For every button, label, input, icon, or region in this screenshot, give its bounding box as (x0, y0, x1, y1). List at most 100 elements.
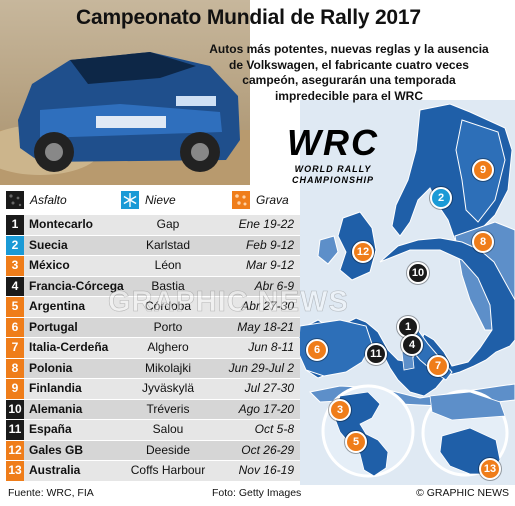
calendar-row: 5 Argentina Córdoba Abr 27-30 (6, 297, 300, 317)
calendar-row: 3 México Léon Mar 9-12 (6, 256, 300, 276)
round-number-badge: 9 (6, 379, 24, 399)
rally-dates: Abr 27-30 (241, 299, 294, 313)
round-number-badge: 6 (6, 317, 24, 337)
rally-dates: Ene 19-22 (238, 217, 294, 231)
rally-city: Bastia (151, 278, 185, 293)
calendar-row: 8 Polonia Mikolajki Jun 29-Jul 2 (6, 358, 300, 378)
rally-city: Deeside (145, 442, 191, 457)
footer: Fuente: WRC, FIA Foto: Getty Images © GR… (0, 482, 515, 506)
rally-city: Jyväskylä (141, 381, 194, 395)
rally-dates: Jun 8-11 (248, 340, 294, 354)
rally-dates: Ago 17-20 (238, 401, 294, 416)
round-number-badge: 2 (6, 235, 24, 255)
map-marker-9: 9 (472, 159, 494, 181)
round-number-badge: 3 (6, 256, 24, 276)
snowflake-icon (121, 191, 139, 209)
rally-city: Alghero (147, 340, 189, 354)
rally-dates: Feb 9-12 (245, 237, 294, 252)
calendar-row: 4 Francia-Córcega Bastia Abr 6-9 (6, 276, 300, 296)
intro-text: Autos más potentes, nuevas reglas y la a… (209, 42, 489, 103)
map-marker-3: 3 (329, 399, 351, 421)
calendar-row: 7 Italia-Cerdeña Alghero Jun 8-11 (6, 338, 300, 358)
legend-label-gravel: Grava (256, 193, 289, 207)
rally-country: Montecarlo (29, 217, 94, 231)
rally-city: Léon (154, 258, 182, 272)
rally-country: España (29, 422, 72, 436)
legend-item-asphalt: Asfalto (6, 190, 67, 210)
calendar-row: 1 Montecarlo Gap Ene 19-22 (6, 215, 300, 235)
map-marker-12: 12 (352, 241, 374, 263)
rally-dates: Jul 27-30 (244, 381, 294, 395)
rally-city: Gap (156, 217, 180, 231)
rally-country: Finlandia (29, 381, 82, 395)
wrc-logo-brand: WRC (287, 122, 379, 163)
rally-dates: May 18-21 (237, 319, 294, 334)
rally-dates: Oct 5-8 (254, 422, 294, 436)
rally-city: Karlstad (145, 237, 191, 252)
rally-dates: Jun 29-Jul 2 (228, 360, 294, 375)
rally-country: Australia (29, 463, 81, 477)
map-marker-2: 2 (430, 187, 452, 209)
land-asia (429, 391, 506, 421)
map-marker-13: 13 (479, 458, 501, 480)
rally-calendar: 1 Montecarlo Gap Ene 19-22 2 Suecia Karlstad Fe… (6, 215, 300, 482)
rally-country: Polonia (29, 360, 73, 375)
rally-country: Italia-Cerdeña (29, 340, 109, 354)
map-marker-10: 10 (407, 262, 429, 284)
legend-label-snow: Nieve (145, 193, 176, 207)
map-marker-7: 7 (427, 355, 449, 377)
rally-dates: Oct 26-29 (241, 442, 294, 457)
land-ireland (317, 235, 339, 265)
rally-country: México (29, 258, 70, 272)
rally-country: Argentina (29, 299, 86, 313)
page-title: Campeonato Mundial de Rally 2017 (76, 6, 421, 29)
rally-city: Córdoba (144, 299, 192, 313)
rally-country: Portugal (29, 319, 78, 334)
rally-dates: Abr 6-9 (254, 278, 294, 293)
wrc-logo-line2: CHAMPIONSHIP (291, 175, 374, 185)
rally-dates: Nov 16-19 (238, 463, 294, 477)
source-note: Fuente: WRC, FIA (8, 487, 94, 499)
map-marker-5: 5 (345, 431, 367, 453)
round-number-badge: 5 (6, 297, 24, 317)
rally-country: Francia-Córcega (29, 278, 124, 293)
rally-city: Mikolajki (144, 360, 191, 375)
rally-country: Gales GB (29, 442, 84, 457)
land-iberia (297, 319, 373, 377)
round-number-badge: 7 (6, 338, 24, 358)
rally-city: Porto (153, 319, 183, 334)
wrc-logo-line1: WORLD RALLY (294, 164, 372, 174)
rally-car-photo (0, 0, 250, 185)
agency-credit: © GRAPHIC NEWS (416, 487, 509, 499)
calendar-row: 13 Australia Coffs Harbour Nov 16-19 (6, 461, 300, 481)
round-number-badge: 8 (6, 358, 24, 378)
asphalt-icon (6, 191, 24, 209)
photo-credit: Foto: Getty Images (212, 487, 302, 499)
map-marker-8: 8 (472, 231, 494, 253)
rally-city: Tréveris (146, 401, 190, 416)
round-number-badge: 1 (6, 215, 24, 235)
round-number-badge: 4 (6, 276, 24, 296)
calendar-row: 2 Suecia Karlstad Feb 9-12 (6, 235, 300, 255)
rally-country: Alemania (29, 401, 83, 416)
rally-dates: Mar 9-12 (245, 258, 294, 272)
rally-car-illustration (0, 0, 250, 185)
calendar-row: 6 Portugal Porto May 18-21 (6, 317, 300, 337)
legend-item-gravel: Grava (232, 190, 289, 210)
map-marker-4: 4 (401, 334, 423, 356)
map-marker-6: 6 (306, 339, 328, 361)
round-number-badge: 10 (6, 399, 24, 419)
round-number-badge: 11 (6, 420, 24, 440)
round-number-badge: 13 (6, 461, 24, 481)
gravel-icon (232, 191, 250, 209)
rally-country: Suecia (29, 237, 68, 252)
calendar-row: 12 Gales GB Deeside Oct 26-29 (6, 440, 300, 460)
calendar-row: 11 España Salou Oct 5-8 (6, 420, 300, 440)
round-number-badge: 12 (6, 440, 24, 460)
wrc-logo: WRC WORLD RALLY CHAMPIONSHIP (262, 124, 404, 190)
surface-legend: Asfalto Nieve Grava (6, 190, 306, 210)
watermark: GRAPHIC NEWS (108, 286, 349, 319)
calendar-row: 9 Finlandia Jyväskylä Jul 27-30 (6, 379, 300, 399)
rally-city: Salou (152, 422, 184, 436)
